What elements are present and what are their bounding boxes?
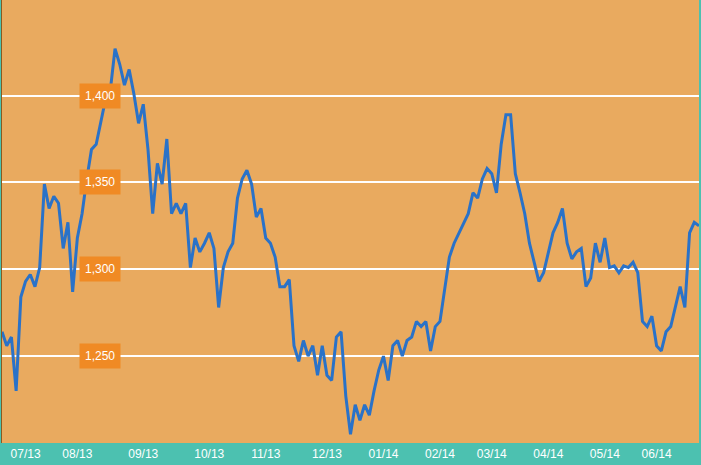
svg-text:08/13: 08/13 [62, 447, 92, 461]
svg-text:04/14: 04/14 [533, 447, 563, 461]
svg-text:1,250: 1,250 [85, 349, 115, 363]
svg-text:05/14: 05/14 [590, 447, 620, 461]
svg-text:03/14: 03/14 [477, 447, 507, 461]
svg-text:1,350: 1,350 [85, 175, 115, 189]
svg-text:02/14: 02/14 [425, 447, 455, 461]
svg-text:01/14: 01/14 [368, 447, 398, 461]
svg-text:11/13: 11/13 [251, 447, 280, 461]
svg-text:09/13: 09/13 [128, 447, 158, 461]
svg-text:1,400: 1,400 [85, 89, 115, 103]
svg-text:07/13: 07/13 [11, 447, 41, 461]
svg-text:1,300: 1,300 [85, 262, 115, 276]
svg-text:12/13: 12/13 [312, 447, 342, 461]
svg-text:06/14: 06/14 [642, 447, 672, 461]
svg-text:10/13: 10/13 [194, 447, 224, 461]
